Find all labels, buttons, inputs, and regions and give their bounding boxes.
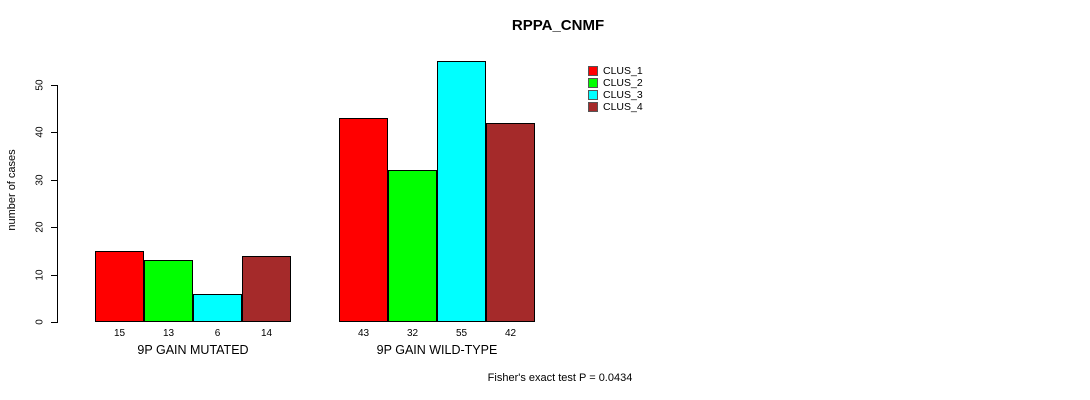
bar-value-label: 13 [162,328,175,339]
legend-label: CLUS_2 [603,77,643,89]
y-axis-tick [51,179,57,181]
bar-value-label: 32 [406,328,419,339]
y-axis-tick [51,132,57,134]
legend-swatch-icon [588,102,598,112]
legend-label: CLUS_4 [603,101,643,113]
bar-clus_1-2 [339,118,388,322]
legend-swatch-icon [588,66,598,76]
y-axis-tick-label: 30 [34,174,46,186]
y-axis-tick-label: 20 [34,221,46,233]
stat-annotation: Fisher's exact test P = 0.0434 [487,372,633,384]
legend-swatch-icon [588,90,598,100]
bar-value-label: 42 [504,328,517,339]
legend-label: CLUS_3 [603,89,643,101]
legend-item: CLUS_1 [588,65,643,77]
y-axis-tick-label: 10 [34,269,46,281]
bar-value-label: 43 [357,328,370,339]
bar-clus_3-1 [193,293,242,322]
y-axis-tick-label: 0 [34,319,46,325]
y-axis-tick-label: 40 [34,126,46,138]
legend-item: CLUS_3 [588,89,643,101]
bar-value-label: 6 [214,328,221,339]
y-axis-tick [51,85,57,86]
bar-clus_4-1 [242,255,291,322]
bar-clus_4-2 [486,122,535,322]
bar-clus_1-1 [95,250,144,322]
y-axis-tick [51,274,57,276]
legend: CLUS_1 CLUS_2 CLUS_3 CLUS_4 [588,65,643,113]
y-axis-tick [51,322,57,323]
legend-item: CLUS_4 [588,101,643,113]
x-category-label: 9P GAIN MUTATED [137,343,249,357]
chart-title: RPPA_CNMF [511,17,605,34]
bar-clus_2-2 [388,170,437,322]
legend-label: CLUS_1 [603,65,643,77]
bar-value-label: 55 [455,328,468,339]
bar-clus_3-2 [437,61,486,322]
bar-value-label: 14 [260,328,273,339]
bar-value-label: 15 [113,328,126,339]
bar-clus_2-1 [144,260,193,322]
x-category-label: 9P GAIN WILD-TYPE [376,343,498,357]
y-axis-tick [51,227,57,229]
legend-swatch-icon [588,78,598,88]
y-axis-line [57,85,58,323]
legend-item: CLUS_2 [588,77,643,89]
y-axis-label: number of cases [6,149,18,231]
y-axis-tick-label: 50 [34,79,46,91]
